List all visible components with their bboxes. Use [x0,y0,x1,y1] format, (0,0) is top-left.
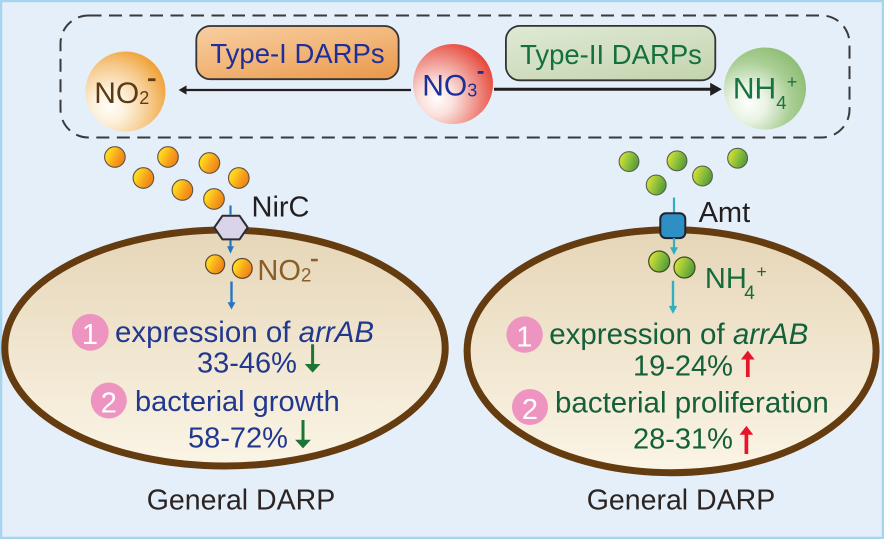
svg-text:33-46%: 33-46% [197,348,297,380]
svg-text:General DARP: General DARP [587,485,776,517]
svg-text:28-31%: 28-31% [633,424,733,456]
svg-text:19-24%: 19-24% [633,351,733,383]
svg-text:2: 2 [522,394,538,426]
svg-text:+: + [787,72,798,92]
svg-text:1: 1 [516,322,532,354]
svg-text:2: 2 [101,387,117,419]
svg-text:Type-I DARPs: Type-I DARPs [210,38,384,69]
svg-text:58-72%: 58-72% [188,423,288,455]
svg-text:1: 1 [82,319,98,351]
svg-text:Type-II DARPs: Type-II DARPs [520,39,702,70]
svg-text:Amt: Amt [699,197,751,229]
svg-text:NirC: NirC [252,192,310,224]
svg-text:bacterial growth: bacterial growth [135,386,340,418]
svg-text:bacterial proliferation: bacterial proliferation [555,387,829,420]
svg-text:+: + [757,262,767,282]
svg-text:expression of arrAB: expression of arrAB [549,318,808,351]
svg-text:expression of arrAB: expression of arrAB [115,316,374,349]
svg-text:General DARP: General DARP [147,485,336,517]
